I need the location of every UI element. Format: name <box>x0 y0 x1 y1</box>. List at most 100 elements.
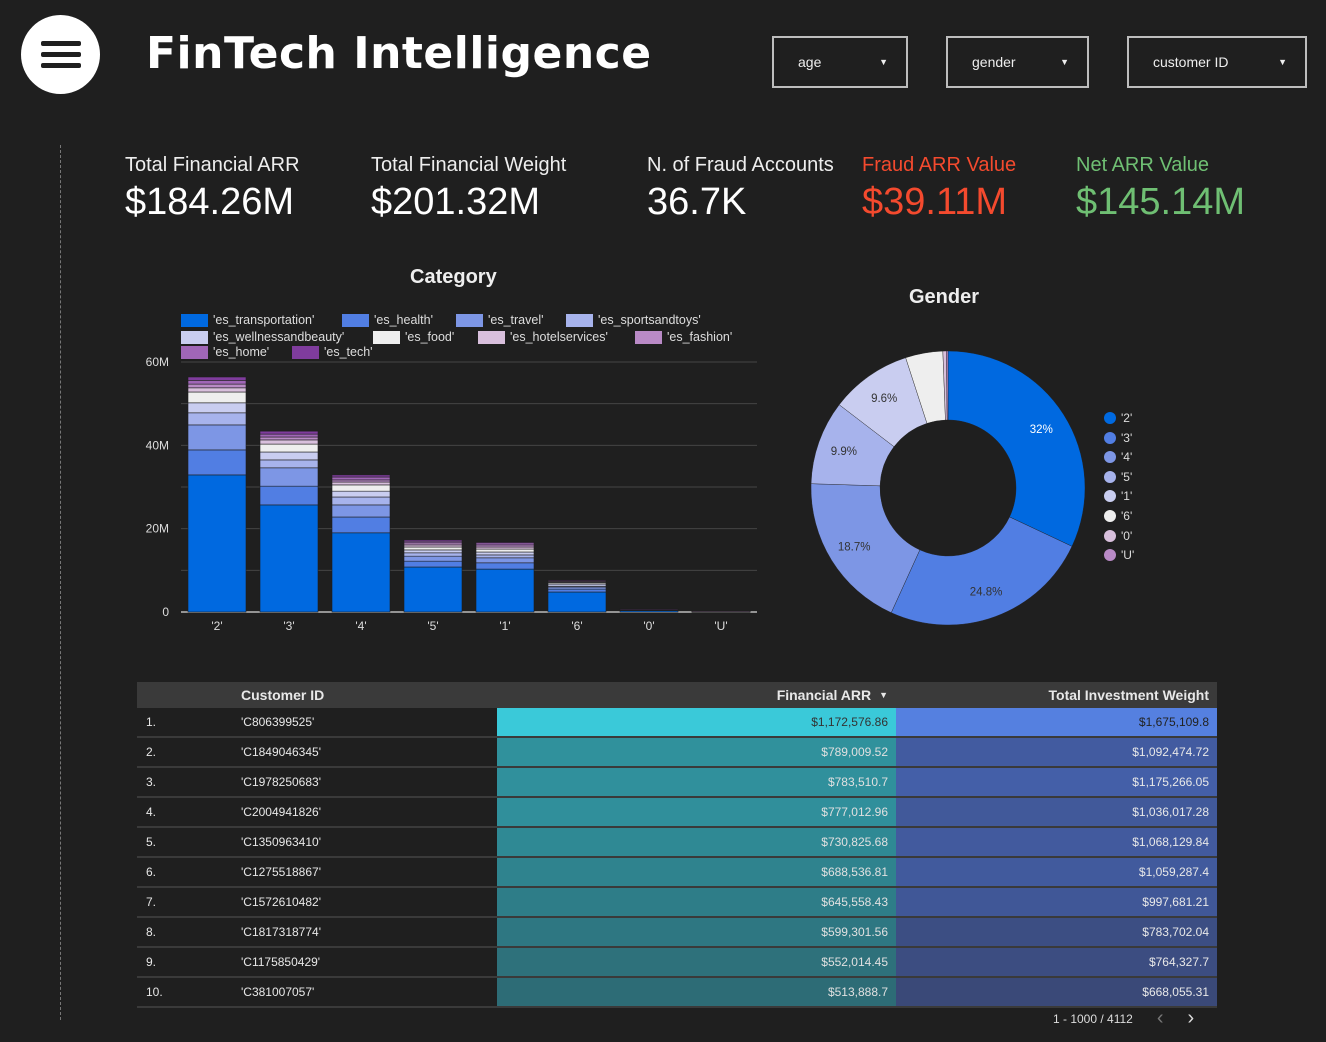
bar-segment[interactable] <box>331 479 391 483</box>
legend-item[interactable]: 'es_fashion' <box>635 330 732 344</box>
legend-item[interactable]: 'es_wellnessandbeauty' <box>181 330 344 344</box>
chevron-left-icon[interactable]: ‹ <box>1156 1007 1164 1029</box>
bar-segment[interactable] <box>259 439 319 445</box>
bar-segment[interactable] <box>259 436 319 441</box>
donut-slice[interactable] <box>947 350 1086 547</box>
legend-item[interactable]: 'es_home' <box>181 345 269 359</box>
customer-id-cell: 'C1275518867' <box>241 865 321 879</box>
bar-segment[interactable] <box>547 591 607 613</box>
table-row[interactable]: 2. 'C1849046345' $789,009.52 $1,092,474.72 <box>137 738 1217 768</box>
bar-segment[interactable] <box>187 402 247 414</box>
legend-item[interactable]: 'es_transportation' <box>181 313 314 327</box>
table-row[interactable]: 1. 'C806399525' $1,172,576.86 $1,675,109.8 <box>137 708 1217 738</box>
chevron-right-icon[interactable]: › <box>1187 1007 1195 1029</box>
bar-segment[interactable] <box>403 546 463 551</box>
legend-item[interactable]: '2' <box>1104 411 1132 425</box>
bar-segment[interactable] <box>331 476 391 481</box>
bar-segment[interactable] <box>475 562 535 570</box>
legend-item[interactable]: 'es_tech' <box>292 345 373 359</box>
bar-segment[interactable] <box>187 449 247 476</box>
bar-segment[interactable] <box>403 552 463 557</box>
bar-segment[interactable] <box>403 560 463 568</box>
bar-segment[interactable] <box>475 541 535 544</box>
gender-filter-dropdown[interactable]: gender ▼ <box>946 36 1089 88</box>
legend-item[interactable]: '3' <box>1104 431 1132 445</box>
bar-segment[interactable] <box>187 391 247 404</box>
legend-swatch <box>181 313 208 327</box>
bar-segment[interactable] <box>475 548 535 553</box>
col-total-investment-weight[interactable]: Total Investment Weight <box>1048 687 1210 703</box>
bar-segment[interactable] <box>187 387 247 393</box>
bar-segment[interactable] <box>259 451 319 461</box>
bar-segment[interactable] <box>259 504 319 613</box>
bar-segment[interactable] <box>331 484 391 492</box>
bar-segment[interactable] <box>475 554 535 559</box>
bar-segment[interactable] <box>403 566 463 613</box>
bar-segment[interactable] <box>187 474 247 613</box>
bar-segment[interactable] <box>403 555 463 562</box>
table-row[interactable]: 3. 'C1978250683' $783,510.7 $1,175,266.05 <box>137 768 1217 798</box>
bar-segment[interactable] <box>259 485 319 506</box>
bar-segment[interactable] <box>475 546 535 550</box>
bar-segment[interactable] <box>547 588 607 593</box>
bar-segment[interactable] <box>259 459 319 469</box>
bar-segment[interactable] <box>475 568 535 613</box>
bar-segment[interactable] <box>403 544 463 548</box>
bar-segment[interactable] <box>331 481 391 486</box>
table-row[interactable]: 4. 'C2004941826' $777,012.96 $1,036,017.28 <box>137 798 1217 828</box>
bar-segment[interactable] <box>331 516 391 534</box>
legend-item[interactable]: 'es_hotelservices' <box>478 330 608 344</box>
bar-segment[interactable] <box>187 376 247 381</box>
bar-segment[interactable] <box>619 608 679 611</box>
bar-segment[interactable] <box>475 551 535 556</box>
bar-segment[interactable] <box>475 544 535 548</box>
customer-id-filter-dropdown[interactable]: customer ID ▼ <box>1127 36 1307 88</box>
bar-segment[interactable] <box>187 383 247 389</box>
col-financial-arr[interactable]: Financial ARR ▼ <box>497 682 896 708</box>
legend-item[interactable]: '5' <box>1104 470 1132 484</box>
menu-button[interactable] <box>21 15 100 94</box>
bar-segment[interactable] <box>547 579 607 582</box>
bar-segment[interactable] <box>331 474 391 478</box>
legend-item[interactable]: 'es_health' <box>342 313 433 327</box>
table-row[interactable]: 10. 'C381007057' $513,888.7 $668,055.31 <box>137 978 1217 1008</box>
table-row[interactable]: 8. 'C1817318774' $599,301.56 $783,702.04 <box>137 918 1217 948</box>
legend-item[interactable]: '0' <box>1104 529 1132 543</box>
table-row[interactable]: 7. 'C1572610482' $645,558.43 $997,681.21 <box>137 888 1217 918</box>
bar-segment[interactable] <box>331 490 391 498</box>
col-customer-id[interactable]: Customer ID <box>241 687 325 703</box>
bar-segment[interactable] <box>475 542 535 546</box>
bar-segment[interactable] <box>475 557 535 564</box>
legend-item[interactable]: 'es_sportsandtoys' <box>566 313 701 327</box>
table-row[interactable]: 9. 'C1175850429' $552,014.45 $764,327.7 <box>137 948 1217 978</box>
bar-segment[interactable] <box>547 586 607 590</box>
legend-item[interactable]: 'U' <box>1104 548 1134 562</box>
bar-segment[interactable] <box>403 539 463 542</box>
legend-item[interactable]: '6' <box>1104 509 1132 523</box>
bar-segment[interactable] <box>259 467 319 487</box>
bar-segment[interactable] <box>259 443 319 453</box>
bar-segment[interactable] <box>331 532 391 613</box>
bar-segment[interactable] <box>691 610 751 612</box>
bar-segment[interactable] <box>403 542 463 546</box>
legend-item[interactable]: 'es_food' <box>373 330 454 344</box>
age-filter-dropdown[interactable]: age ▼ <box>772 36 908 88</box>
bar-segment[interactable] <box>187 380 247 385</box>
donut-slice[interactable] <box>810 483 921 613</box>
investment-weight-cell: $1,675,109.8 <box>896 708 1217 736</box>
table-row[interactable]: 6. 'C1275518867' $688,536.81 $1,059,287.4 <box>137 858 1217 888</box>
bar-segment[interactable] <box>259 433 319 438</box>
legend-item[interactable]: 'es_travel' <box>456 313 544 327</box>
bar-segment[interactable] <box>331 504 391 518</box>
donut-slice[interactable] <box>946 350 949 421</box>
legend-item[interactable]: '1' <box>1104 489 1132 503</box>
bar-segment[interactable] <box>547 583 607 587</box>
bar-segment[interactable] <box>259 430 319 435</box>
bar-segment[interactable] <box>187 424 247 451</box>
y-tick-label: 20M <box>146 522 169 536</box>
bar-segment[interactable] <box>187 412 247 426</box>
table-row[interactable]: 5. 'C1350963410' $730,825.68 $1,068,129.84 <box>137 828 1217 858</box>
bar-segment[interactable] <box>331 496 391 506</box>
legend-item[interactable]: '4' <box>1104 450 1132 464</box>
bar-segment[interactable] <box>403 549 463 554</box>
